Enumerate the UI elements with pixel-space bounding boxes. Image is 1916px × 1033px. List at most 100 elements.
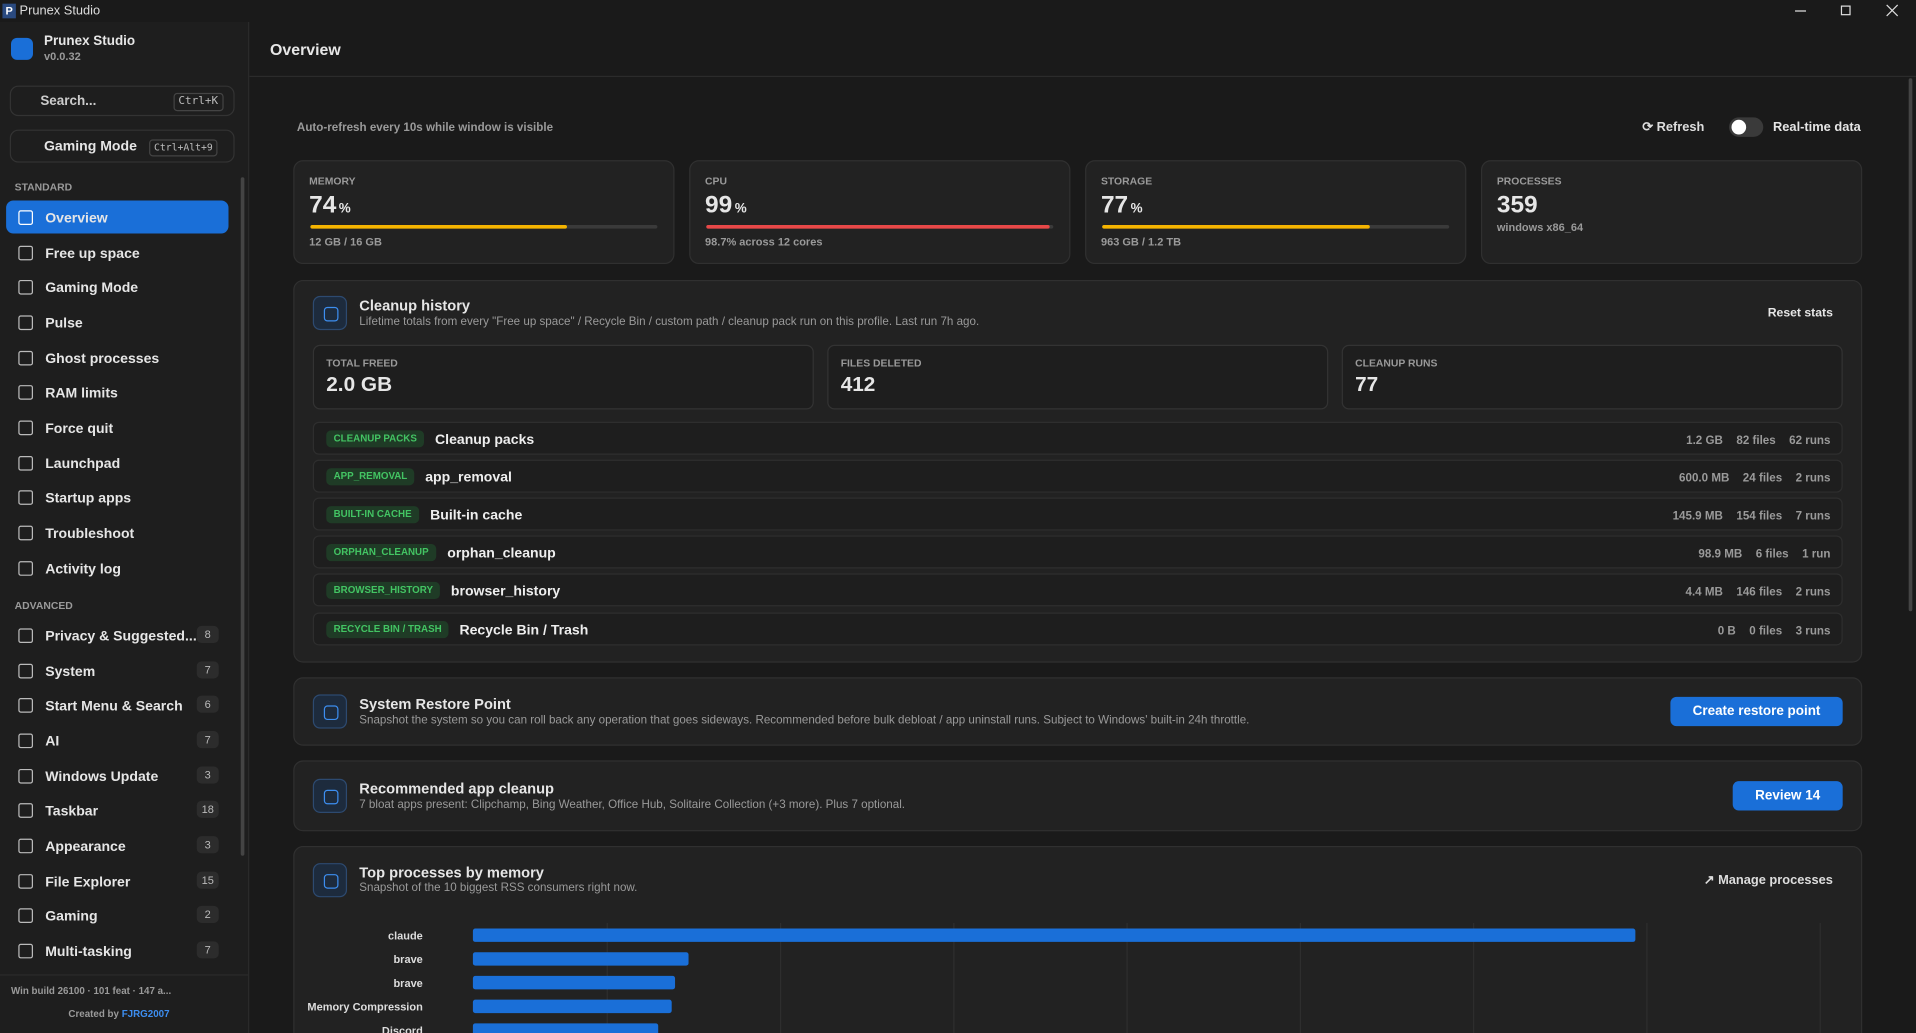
nav-item[interactable]: Ghost processes <box>6 341 228 374</box>
author-link[interactable]: FJRG2007 <box>121 1008 170 1020</box>
stat-label: PROCESSES <box>1496 174 1562 188</box>
cleanup-row: RECYCLE BIN / TRASH Recycle Bin / Trash 0 … <box>312 611 1843 645</box>
nav-item[interactable]: Taskbar 18 <box>6 794 228 827</box>
nav-icon <box>18 385 33 401</box>
stat-label: CPU <box>705 174 727 188</box>
nav-item[interactable]: Gaming 2 <box>6 899 228 932</box>
nav-icon <box>18 873 33 889</box>
nav-section-title: STANDARD <box>14 180 73 194</box>
total-box <box>1341 344 1843 410</box>
created-by: Created by FJRG2007 <box>68 1008 170 1020</box>
bar <box>472 1023 659 1033</box>
stat-bar <box>310 224 568 229</box>
title-bar <box>0 0 1916 23</box>
nav-label: Overview <box>45 211 108 227</box>
nav-count: 6 <box>196 695 219 714</box>
nav-item[interactable]: Activity log <box>6 551 228 584</box>
cleanup-row: CLEANUP PACKS Cleanup packs 1.2 GB 82 files… <box>312 421 1843 455</box>
nav-label: Gaming <box>45 909 98 925</box>
row-files: 146 files <box>1736 586 1783 600</box>
nav-icon <box>18 698 33 714</box>
stat-value-line: 99% <box>705 193 747 217</box>
nav-label: AI <box>45 734 60 750</box>
logo <box>10 37 33 60</box>
nav-count: 3 <box>196 766 219 784</box>
recommended-title: Recommended app cleanup <box>359 779 554 798</box>
nav-item[interactable]: System 7 <box>6 654 228 687</box>
row-files: 82 files <box>1736 433 1776 448</box>
nav-item[interactable]: Windows Update 3 <box>6 759 228 792</box>
stat-card <box>293 160 675 265</box>
nav-item[interactable]: Launchpad <box>6 446 228 479</box>
nav-item[interactable]: Appearance 3 <box>6 829 228 862</box>
row-name: browser_history <box>450 584 561 600</box>
nav-icon <box>18 560 33 576</box>
auto-refresh-note: Auto-refresh every 10s while window is v… <box>296 121 554 135</box>
nav-item[interactable]: Overview <box>6 200 229 234</box>
row-stats: 600.0 MB 24 files 2 runs <box>1679 472 1830 485</box>
nav-item[interactable]: File Explorer 15 <box>6 864 228 897</box>
create-restore-button[interactable]: Create restore point <box>1670 696 1843 727</box>
row-stats: 145.9 MB 154 files 7 runs <box>1673 510 1831 523</box>
row-tag: CLEANUP PACKS <box>326 430 425 448</box>
nav-label: Pulse <box>45 316 83 332</box>
stat-value-line: 359 <box>1497 193 1538 217</box>
nav-item[interactable]: Troubleshoot <box>6 516 228 549</box>
row-tag: ORPHAN_CLEANUP <box>326 544 436 562</box>
refresh-button[interactable]: ⟳ Refresh <box>1642 119 1705 135</box>
recommended-icon <box>312 778 348 813</box>
processes-title: Top processes by memory <box>359 864 544 882</box>
reset-stats[interactable]: Reset stats <box>1767 306 1833 321</box>
build-info: Win build 26100 · 101 feat · 147 a... <box>10 985 172 997</box>
nav-icon <box>18 663 33 679</box>
realtime-toggle[interactable] <box>1729 117 1764 137</box>
nav-label: Free up space <box>45 246 140 262</box>
nav-icon <box>18 210 33 225</box>
stat-label: MEMORY <box>309 174 356 188</box>
stat-card <box>1480 160 1863 265</box>
bar-label: Memory Compression <box>307 1002 423 1014</box>
nav-count: 8 <box>196 625 219 644</box>
gaming-mode-button[interactable] <box>9 129 235 163</box>
review-button[interactable]: Review 14 <box>1732 781 1843 811</box>
window-controls[interactable] <box>1784 2 1906 19</box>
row-files: 24 files <box>1742 471 1783 486</box>
nav-item[interactable]: RAM limits <box>6 376 228 409</box>
header-divider <box>249 75 1916 78</box>
nav-item[interactable]: Privacy & Suggested... 8 <box>6 619 228 652</box>
page-title: Overview <box>270 40 341 59</box>
nav-label: Multi-tasking <box>45 944 132 960</box>
nav-item[interactable]: Free up space <box>6 236 228 269</box>
nav-item[interactable]: Startup apps <box>6 481 228 514</box>
stat-card <box>689 160 1071 265</box>
nav-item[interactable]: Force quit <box>6 411 228 444</box>
nav-label: Startup apps <box>45 491 132 507</box>
nav-label: RAM limits <box>45 386 118 402</box>
nav-label: File Explorer <box>45 874 131 890</box>
nav-label: Troubleshoot <box>45 526 135 542</box>
nav-count: 7 <box>196 730 219 749</box>
stat-unit: % <box>1130 201 1143 217</box>
row-size: 600.0 MB <box>1679 471 1730 486</box>
stat-detail: 963 GB / 1.2 TB <box>1100 235 1182 249</box>
nav-item[interactable]: Gaming Mode <box>6 271 228 304</box>
stat-unit: % <box>734 201 747 217</box>
row-files: 154 files <box>1736 510 1783 524</box>
nav-item[interactable]: Multi-tasking 7 <box>6 934 228 967</box>
row-runs: 2 runs <box>1795 586 1831 600</box>
nav-item[interactable]: Start Menu & Search 6 <box>6 689 228 722</box>
gaming-shortcut: Ctrl+Alt+9 <box>149 139 218 157</box>
window-title: Prunex Studio <box>19 3 101 19</box>
nav-item[interactable]: Pulse <box>6 306 228 339</box>
stat-value: 77 <box>1100 191 1129 219</box>
stat-label: STORAGE <box>1100 174 1153 188</box>
bar-label: brave <box>393 978 422 990</box>
total-label: FILES DELETED <box>840 356 922 370</box>
nav-count: 18 <box>196 801 219 819</box>
manage-processes[interactable]: ↗ Manage processes <box>1703 872 1833 888</box>
main-scrollbar[interactable] <box>1908 78 1913 612</box>
nav-icon <box>18 628 33 644</box>
sidebar-scrollbar[interactable] <box>240 177 245 856</box>
nav-item[interactable]: AI 7 <box>6 724 228 757</box>
